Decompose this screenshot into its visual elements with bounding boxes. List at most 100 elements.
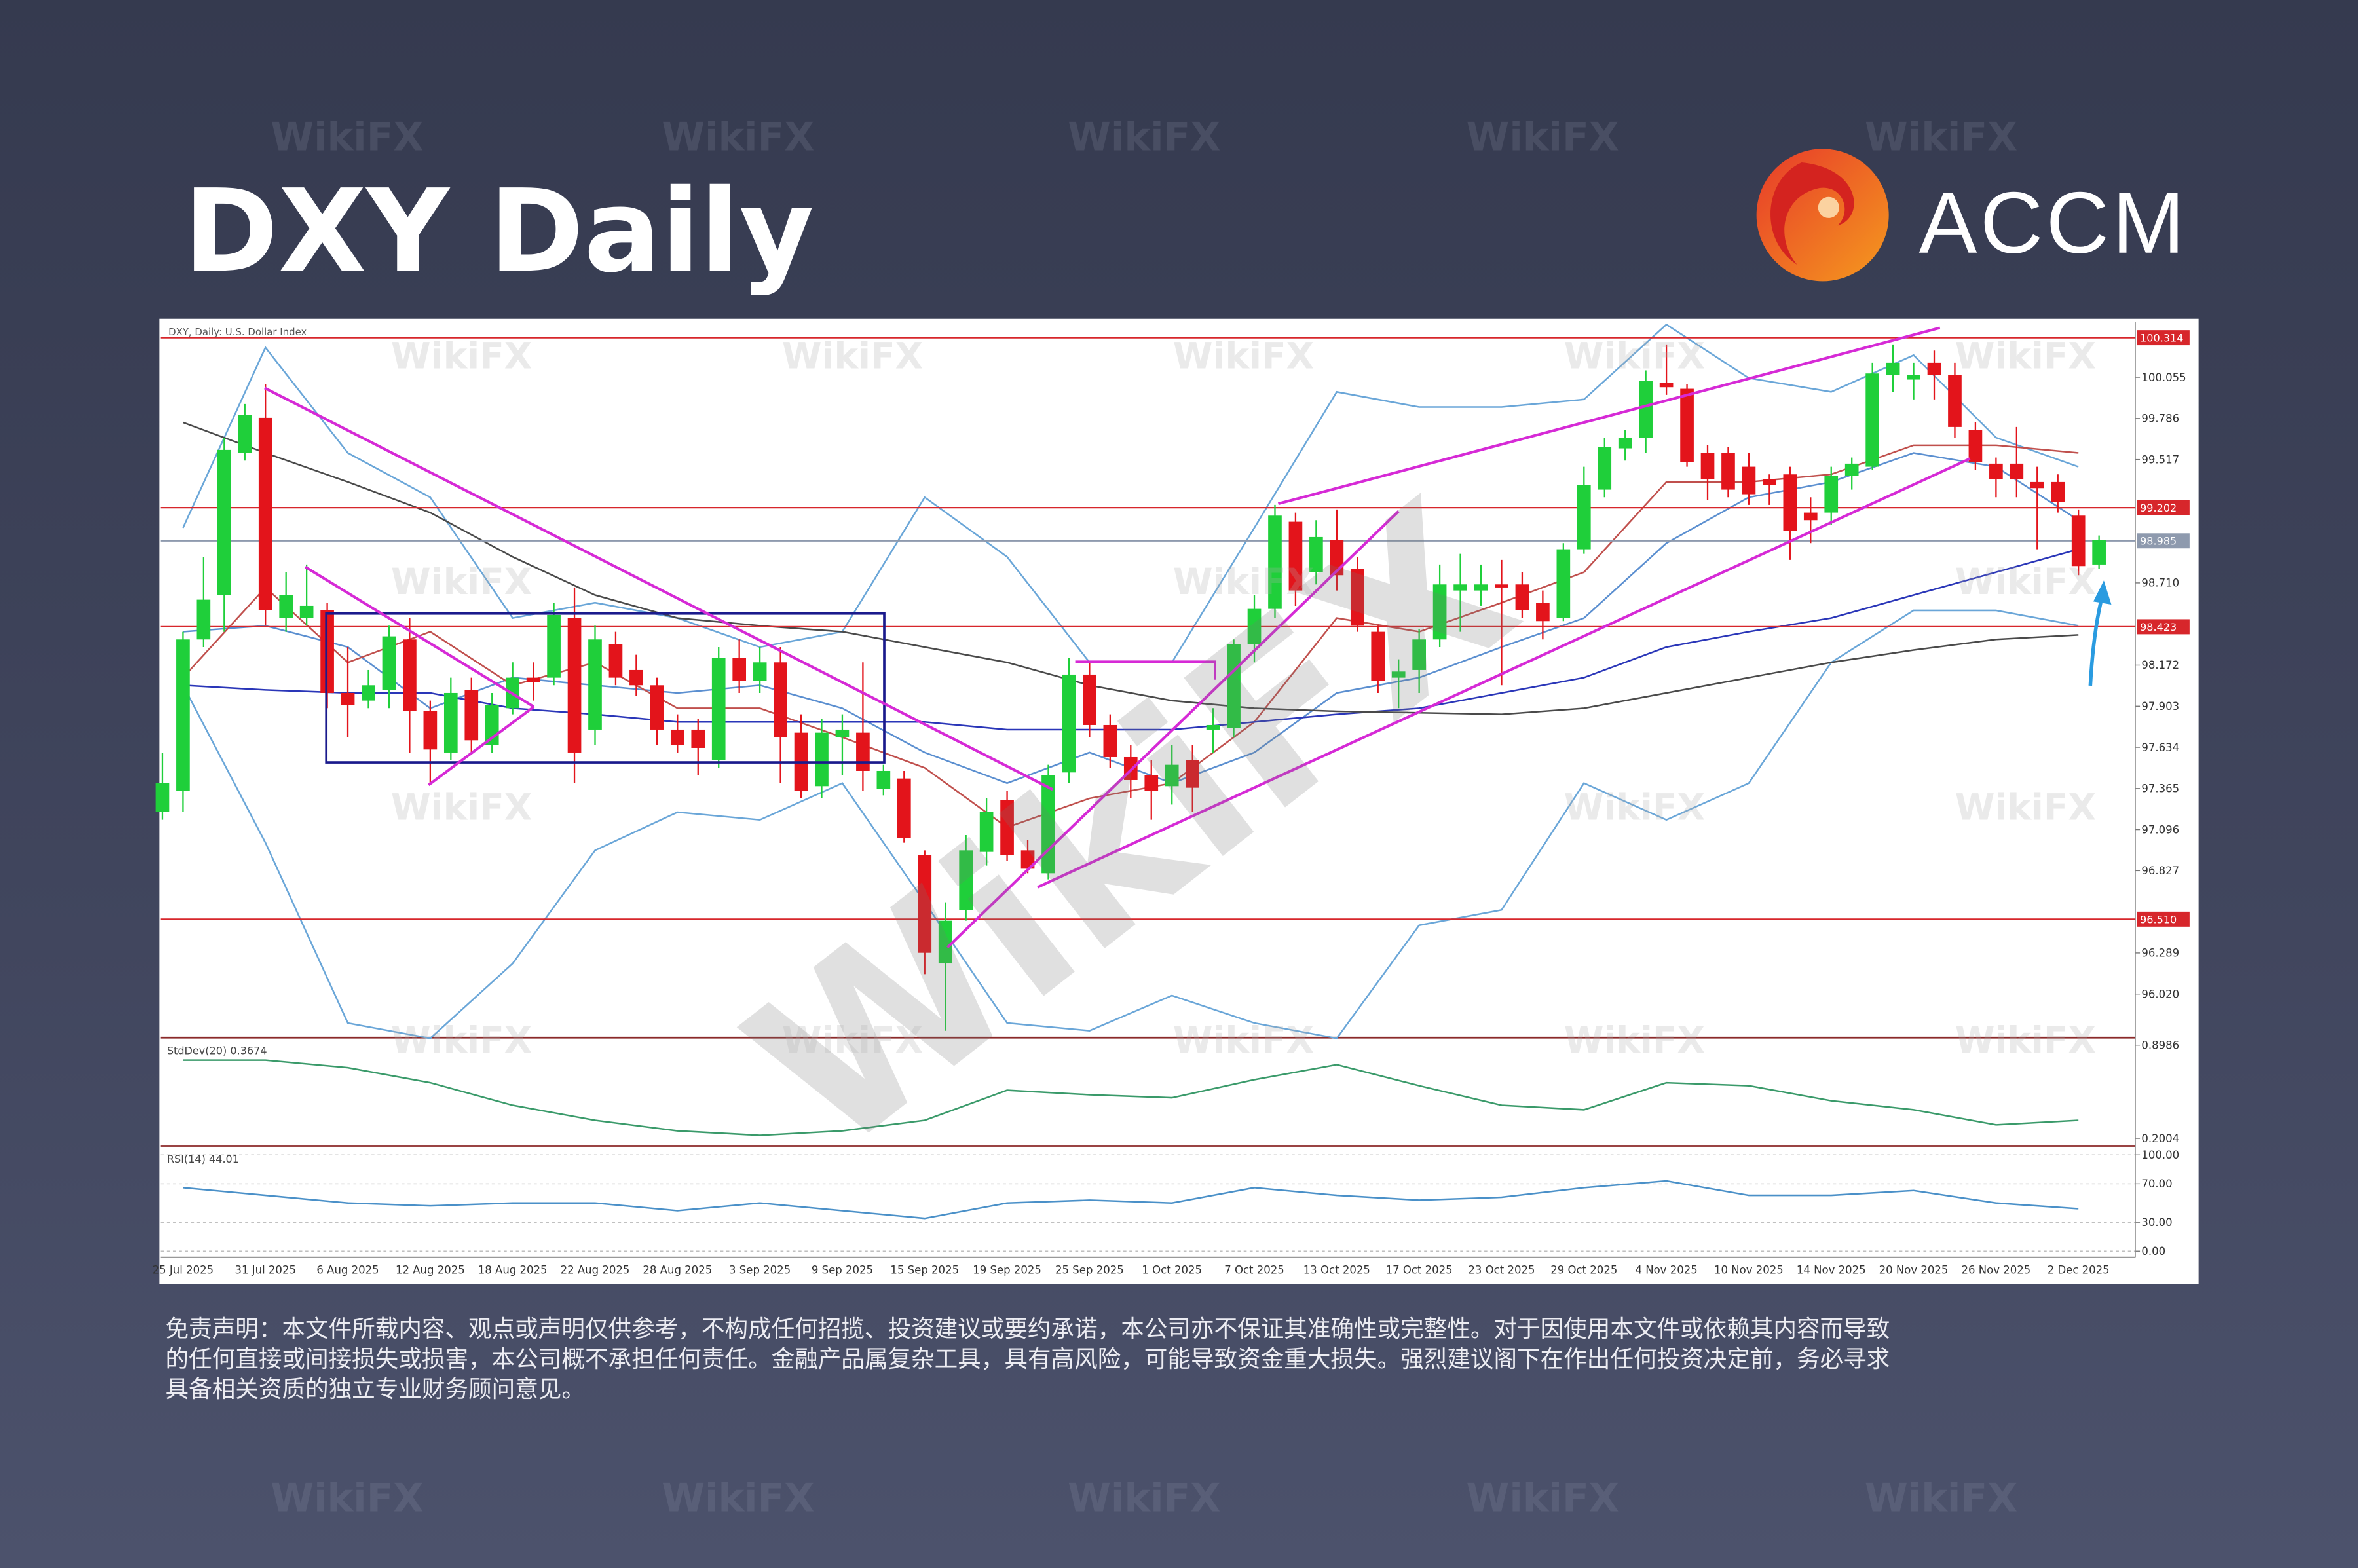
level-tag <box>2137 619 2190 635</box>
candle-body <box>2030 481 2044 489</box>
candle-body <box>238 415 252 453</box>
y-tick-label: 99.517 <box>2141 453 2179 466</box>
candle-body <box>1144 775 1159 791</box>
x-tick-label: 14 Nov 2025 <box>1797 1264 1866 1277</box>
watermark: WikiFX <box>782 1019 923 1061</box>
watermark: WikiFX <box>662 115 814 160</box>
candle-body <box>1515 584 1529 610</box>
candle-body <box>2051 481 2065 502</box>
y-tick-label: 96.289 <box>2141 947 2179 960</box>
candle-body <box>423 711 438 750</box>
candle-body <box>464 690 479 741</box>
indicator-line <box>182 609 2079 1039</box>
candle-body <box>1598 447 1612 490</box>
candle-body <box>176 639 190 791</box>
watermark: WikiFX <box>271 1476 423 1521</box>
x-tick-label: 9 Sep 2025 <box>812 1264 873 1277</box>
y-tick-label: 97.634 <box>2141 741 2179 754</box>
page-title: DXY Daily <box>183 165 814 298</box>
watermark: WikiFX <box>1564 786 1705 828</box>
chart-title: DXY, Daily: U.S. Dollar Index <box>168 326 307 338</box>
candle-body <box>1288 521 1303 591</box>
watermark: WikiFX <box>391 561 532 603</box>
watermark: WikiFX <box>271 115 423 160</box>
y-tick-label: 100.00 <box>2141 1149 2179 1161</box>
range-box <box>325 612 886 764</box>
indicator-line <box>182 421 2079 715</box>
level-tag <box>2137 330 2190 346</box>
candle-body <box>1495 584 1508 588</box>
candle-body <box>774 662 787 737</box>
candle-body <box>217 449 231 595</box>
watermark: WikiFX <box>1865 1476 2017 1521</box>
candle-body <box>691 729 705 748</box>
y-tick-label: 98.710 <box>2141 577 2179 589</box>
x-tick-label: 1 Oct 2025 <box>1142 1264 1202 1277</box>
candle-body <box>1350 569 1364 626</box>
candle-body <box>279 595 293 618</box>
brand-name: ACCM <box>1919 174 2188 272</box>
watermark: WikiFX <box>662 1476 814 1521</box>
candle-body <box>196 599 211 640</box>
candle-body <box>1103 724 1117 757</box>
candle-body <box>1618 438 1632 449</box>
candle-body <box>1227 644 1241 728</box>
candle-body <box>1186 760 1199 788</box>
y-tick-label: 98.172 <box>2141 659 2179 671</box>
candle-body <box>650 685 664 730</box>
candle-body <box>1062 674 1076 773</box>
candle-body <box>341 692 355 705</box>
x-tick-label: 23 Oct 2025 <box>1468 1264 1535 1277</box>
x-tick-label: 18 Aug 2025 <box>478 1264 548 1277</box>
chart-frame <box>159 318 2199 1284</box>
x-tick-label: 13 Oct 2025 <box>1303 1264 1370 1277</box>
logo-dot <box>1818 196 1839 218</box>
candle-body <box>856 732 870 771</box>
watermark: WikiFX <box>1173 335 1314 377</box>
candle-body <box>959 850 973 910</box>
x-tick-label: 19 Sep 2025 <box>973 1264 1041 1277</box>
chart-title: RSI(14) 44.01 <box>167 1153 239 1165</box>
y-tick-label: 96.827 <box>2141 865 2179 877</box>
disclaimer-line: 具备相关资质的独立专业财务顾问意见。 <box>166 1376 585 1403</box>
candle-body <box>1989 463 2003 479</box>
candle-body <box>547 614 561 678</box>
candle-body <box>608 644 623 678</box>
watermark: WikiFX <box>1955 1019 2096 1061</box>
x-tick-label: 7 Oct 2025 <box>1224 1264 1284 1277</box>
candle-body <box>1639 381 1653 438</box>
indicator-line <box>183 1059 2079 1136</box>
annotations <box>264 326 2112 948</box>
candle-body <box>1927 362 1941 375</box>
candle-body <box>443 692 458 753</box>
y-tick-label: 97.365 <box>2141 783 2179 795</box>
candle-body <box>1268 515 1282 609</box>
brand-logo <box>1756 149 1889 282</box>
candle-body <box>2010 463 2024 479</box>
candle-body <box>526 677 540 682</box>
level-label: 100.314 <box>2140 332 2183 345</box>
candle-body <box>258 417 272 610</box>
y-tick-label: 70.00 <box>2141 1178 2172 1190</box>
watermark: WikiFX <box>1173 1019 1314 1061</box>
watermark: WikiFX <box>1467 1476 1619 1521</box>
watermark: WikiFX <box>1467 115 1619 160</box>
candle-body <box>1020 850 1035 869</box>
x-tick-label: 4 Nov 2025 <box>1635 1264 1697 1277</box>
candle-body <box>567 618 582 753</box>
candle-body <box>711 658 726 760</box>
y-tick-label: 0.8986 <box>2141 1039 2179 1051</box>
candle-body <box>1536 603 1550 622</box>
level-label: 98.423 <box>2140 621 2177 633</box>
candle-body <box>155 783 170 812</box>
candle-body <box>1083 674 1096 725</box>
x-tick-label: 15 Sep 2025 <box>890 1264 959 1277</box>
x-tick-label: 22 Aug 2025 <box>561 1264 630 1277</box>
candle-body <box>2071 515 2086 567</box>
trendline <box>428 705 535 787</box>
candle-body <box>1700 453 1715 479</box>
watermark: WikiFX <box>782 335 923 377</box>
candle-body <box>1680 388 1694 462</box>
candle-body <box>815 732 829 787</box>
